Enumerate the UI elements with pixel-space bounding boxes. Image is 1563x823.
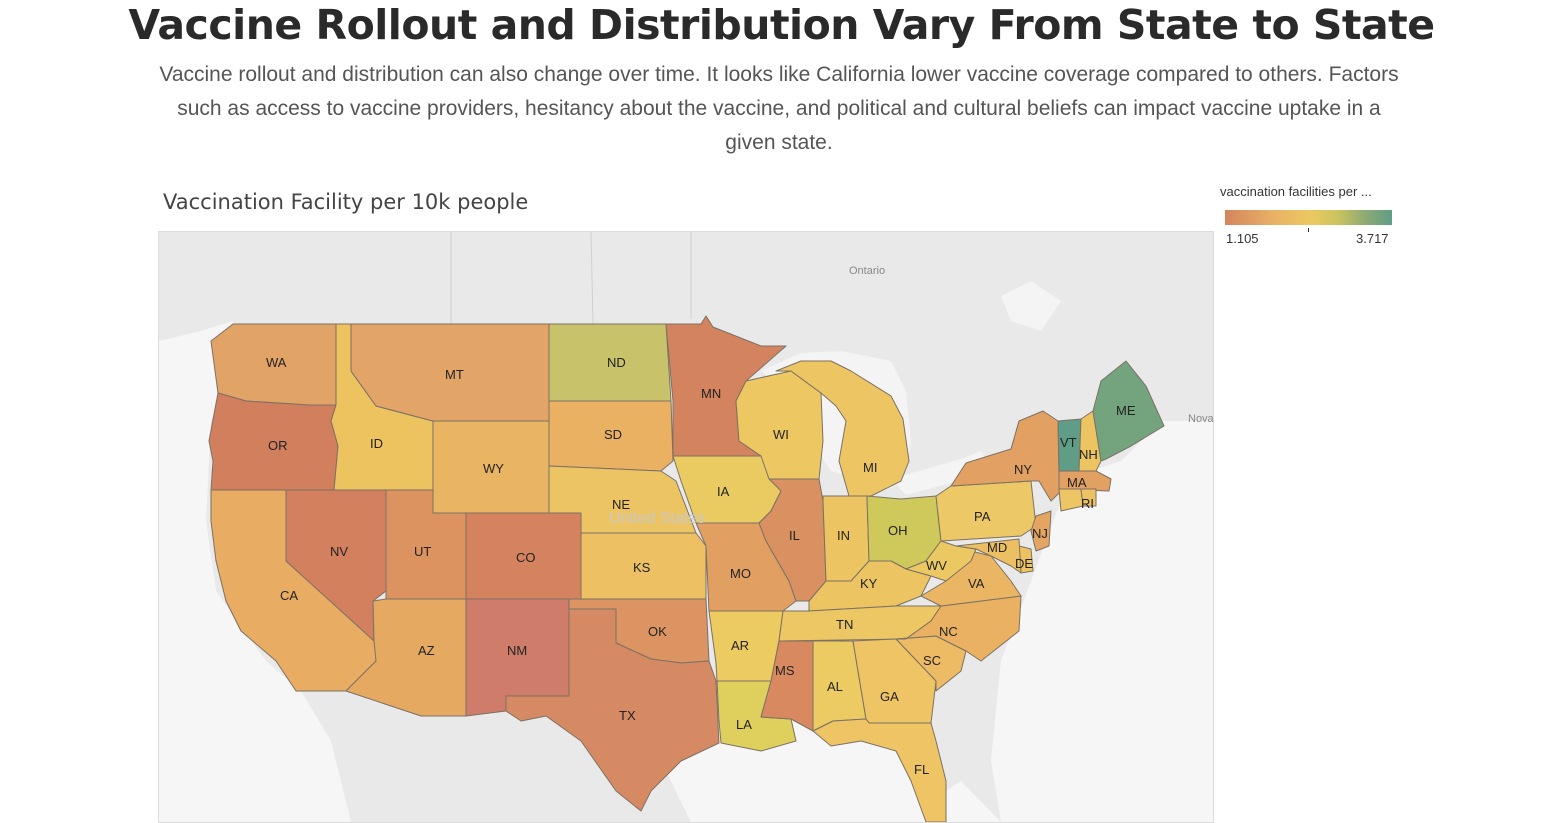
state-label-wv: WV — [926, 558, 947, 573]
state-label-tx: TX — [619, 708, 636, 723]
state-mi[interactable] — [775, 360, 910, 497]
state-label-nv: NV — [330, 544, 348, 559]
state-label-mn: MN — [701, 386, 721, 401]
state-label-or: OR — [268, 438, 288, 453]
state-label-ny: NY — [1014, 462, 1032, 477]
state-label-va: VA — [968, 576, 985, 591]
basemap-label-ontario: Ontario — [849, 265, 885, 277]
basemap-label-nova: Nova — [1188, 413, 1213, 425]
state-label-ne: NE — [612, 497, 630, 512]
state-label-ga: GA — [880, 689, 899, 704]
state-label-la: LA — [736, 717, 752, 732]
basemap-label-united-states: United States — [609, 510, 705, 527]
map-title: Vaccination Facility per 10k people — [163, 190, 529, 214]
state-label-ia: IA — [717, 484, 730, 499]
state-label-pa: PA — [974, 509, 991, 524]
state-label-ms: MS — [775, 663, 795, 678]
state-label-il: IL — [789, 528, 800, 543]
state-nh[interactable] — [1078, 410, 1102, 472]
legend-tick — [1308, 228, 1309, 232]
state-label-ks: KS — [633, 560, 651, 575]
choropleth-map[interactable]: Ontario Nova — [159, 232, 1213, 822]
state-label-co: CO — [516, 550, 536, 565]
state-label-ca: CA — [280, 588, 298, 603]
state-ri[interactable] — [1080, 488, 1097, 507]
state-label-mi: MI — [863, 460, 877, 475]
state-label-wa: WA — [266, 355, 287, 370]
state-label-nd: ND — [607, 355, 626, 370]
state-tx[interactable] — [505, 608, 720, 812]
state-label-oh: OH — [888, 523, 908, 538]
state-label-ky: KY — [860, 576, 878, 591]
page-title: Vaccine Rollout and Distribution Vary Fr… — [128, 1, 1435, 49]
pacific-ocean — [159, 321, 351, 822]
state-me[interactable] — [1092, 360, 1165, 462]
state-label-al: AL — [827, 679, 843, 694]
states-layer[interactable] — [208, 315, 1165, 822]
state-label-tn: TN — [836, 617, 853, 632]
state-label-nm: NM — [507, 643, 527, 658]
state-fl[interactable] — [812, 718, 947, 822]
state-sd[interactable] — [548, 400, 674, 472]
page-description: Vaccine rollout and distribution can als… — [159, 63, 1399, 154]
state-label-sd: SD — [604, 427, 622, 442]
legend-gradient-bar — [1225, 210, 1392, 225]
state-label-ok: OK — [648, 624, 667, 639]
state-label-mo: MO — [730, 566, 751, 581]
state-label-id: ID — [370, 436, 383, 451]
state-label-wy: WY — [483, 461, 504, 476]
state-label-ri: RI — [1081, 496, 1094, 511]
state-ma[interactable] — [1058, 470, 1112, 492]
state-label-az: AZ — [418, 643, 435, 658]
atlantic-ocean — [991, 421, 1213, 822]
state-label-sc: SC — [923, 653, 941, 668]
state-label-me: ME — [1116, 403, 1136, 418]
lake-erie — [891, 451, 991, 495]
state-label-ma: MA — [1067, 475, 1087, 490]
state-label-vt: VT — [1060, 435, 1077, 450]
state-label-md: MD — [987, 540, 1007, 555]
state-ks[interactable] — [580, 532, 707, 600]
state-label-de: DE — [1015, 556, 1033, 571]
state-md[interactable] — [955, 538, 1022, 574]
lake-region-canada — [1001, 281, 1061, 331]
legend-title: vaccination facilities per ... — [1220, 184, 1372, 199]
state-label-ut: UT — [414, 544, 431, 559]
state-label-nh: NH — [1079, 447, 1098, 462]
state-label-ar: AR — [731, 638, 749, 653]
state-label-mt: MT — [445, 367, 464, 382]
state-il[interactable] — [758, 478, 827, 602]
state-label-nj: NJ — [1032, 526, 1048, 541]
province-border — [590, 232, 594, 325]
state-label-nc: NC — [939, 624, 958, 639]
state-nj[interactable] — [1030, 510, 1052, 552]
legend-max-value: 3.717 — [1356, 231, 1389, 246]
state-labels-layer: WA OR CA NV ID MT WY UT AZ CO NM ND SD N… — [266, 355, 1136, 777]
map-canvas[interactable]: Ontario Nova — [158, 231, 1214, 823]
legend-min-value: 1.105 — [1226, 231, 1259, 246]
color-legend[interactable]: vaccination facilities per ... 1.105 3.7… — [1220, 184, 1400, 246]
state-label-wi: WI — [773, 427, 789, 442]
state-label-in: IN — [837, 528, 850, 543]
state-nc[interactable] — [895, 595, 1022, 662]
state-label-fl: FL — [914, 762, 929, 777]
